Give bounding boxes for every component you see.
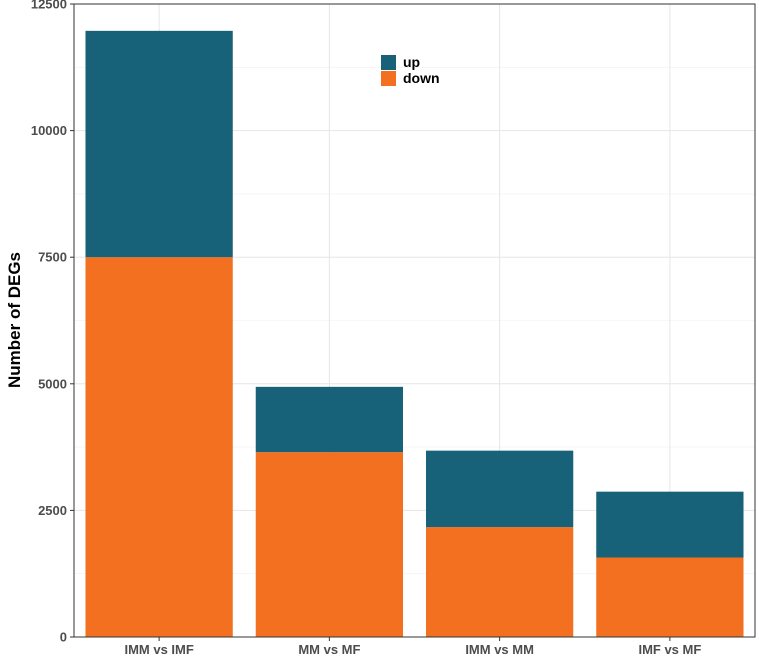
bar-up — [255, 386, 404, 453]
y-tick-label: 5000 — [38, 376, 67, 391]
x-tick-label: IMF vs MF — [638, 642, 701, 657]
legend-label-up: up — [403, 54, 420, 70]
bar-up — [85, 30, 233, 258]
y-axis-title: Number of DEGs — [5, 252, 24, 388]
bar-down — [425, 527, 574, 637]
bar-down — [85, 257, 233, 637]
y-axis: 0 2500 5000 7500 10000 12500 — [31, 0, 74, 645]
y-tick-label: 12500 — [31, 0, 67, 12]
legend-label-down: down — [403, 70, 440, 86]
x-axis: IMM vs IMF MM vs MF IMM vs MM IMF vs MF — [124, 637, 701, 657]
y-tick-label: 10000 — [31, 123, 67, 138]
bar-down — [255, 452, 404, 637]
plot-panel-border — [73, 3, 756, 638]
bar-down — [596, 557, 744, 637]
y-tick-label: 0 — [60, 630, 67, 645]
x-tick-label: MM vs MF — [298, 642, 360, 657]
bar-up — [596, 491, 744, 558]
legend-swatch-up — [381, 55, 396, 70]
bars — [85, 30, 744, 637]
x-tick-label: IMM vs MM — [465, 642, 534, 657]
x-tick-label: IMM vs IMF — [124, 642, 193, 657]
bar-up — [425, 450, 574, 528]
legend-swatch-down — [381, 71, 396, 86]
y-tick-label: 2500 — [38, 503, 67, 518]
y-tick-label: 7500 — [38, 250, 67, 265]
